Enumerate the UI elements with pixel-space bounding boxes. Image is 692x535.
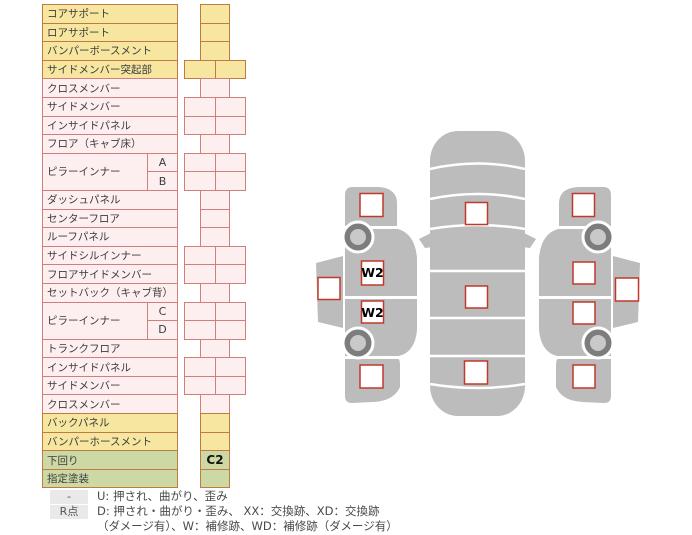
sub-label-a: A bbox=[147, 152, 178, 173]
table-row: ルーフパネル bbox=[42, 227, 248, 247]
marker-right-rear-door[interactable] bbox=[572, 301, 596, 325]
table-row: センターフロア bbox=[42, 208, 248, 229]
row-label: サイドメンバー bbox=[42, 96, 178, 117]
damage-cell-right[interactable] bbox=[214, 115, 246, 136]
pillar-inner-front-group: ピラーインナー A B bbox=[42, 152, 248, 191]
legend-badge-rpoint: R点 bbox=[50, 505, 88, 519]
table-row: コアサポート bbox=[42, 4, 248, 24]
row-label: ピラーインナー bbox=[42, 152, 148, 191]
damage-cell-right[interactable] bbox=[214, 375, 246, 396]
row-label: センターフロア bbox=[42, 208, 178, 229]
damage-table: コアサポート ロアサポート バンパーボースメント サイドメンバー突起部 クロスメ… bbox=[42, 4, 248, 489]
table-row: バックパネル bbox=[42, 413, 248, 433]
marker-right-front-door[interactable] bbox=[572, 261, 596, 285]
row-label: 指定塗装 bbox=[42, 468, 178, 489]
marker-left-flap[interactable] bbox=[317, 276, 341, 301]
table-row: クロスメンバー bbox=[42, 394, 248, 415]
marker-right-rear-fender[interactable] bbox=[572, 364, 596, 389]
legend-line-d2: （ダメージ有）、W：補修跡、WD：補修跡（ダメージ有） bbox=[97, 519, 398, 533]
table-row: バンパーホースメント bbox=[42, 431, 248, 452]
marker-trunk[interactable] bbox=[463, 360, 489, 385]
table-row: バンパーボースメント bbox=[42, 41, 248, 61]
table-row: インサイドパネル bbox=[42, 115, 248, 136]
row-label: サイドシルインナー bbox=[42, 245, 178, 266]
table-row: サイドメンバー bbox=[42, 375, 248, 396]
row-label: バックパネル bbox=[42, 413, 178, 433]
legend-line-u: U: 押され、曲がり、歪み bbox=[97, 489, 228, 503]
marker-right-flap[interactable] bbox=[614, 277, 640, 302]
damage-code-legend: - U: 押され、曲がり、歪み R点 D: 押され・曲がり・歪み、 XX：交換跡… bbox=[50, 489, 398, 534]
table-row: フロアサイドメンバー bbox=[42, 264, 248, 284]
row-label: バンパーボースメント bbox=[42, 41, 178, 61]
damage-cell-right[interactable] bbox=[214, 171, 246, 191]
table-row-underbody: 下回り C2 bbox=[42, 450, 248, 470]
table-row-paint: 指定塗装 bbox=[42, 468, 248, 489]
row-label: インサイドパネル bbox=[42, 115, 178, 136]
damage-code-w2-rear: W2 bbox=[361, 305, 384, 320]
sub-label-c: C bbox=[147, 301, 178, 322]
table-row: サイドメンバー bbox=[42, 96, 248, 117]
legend-line-d: D: 押され・曲がり・歪み、 XX：交換跡、XD：交換跡 bbox=[97, 504, 380, 518]
table-row: サイドシルインナー bbox=[42, 245, 248, 266]
row-label: バンパーホースメント bbox=[42, 431, 178, 452]
right-mirror bbox=[522, 232, 536, 248]
damage-code-w2-front: W2 bbox=[361, 265, 384, 280]
damage-cell-right[interactable] bbox=[214, 320, 246, 340]
damage-cell-underbody[interactable]: C2 bbox=[200, 450, 230, 470]
marker-left-front-door[interactable] bbox=[360, 260, 385, 286]
left-mirror bbox=[419, 232, 433, 248]
pillar-inner-rear-group: ピラーインナー C D bbox=[42, 301, 248, 340]
row-label: クロスメンバー bbox=[42, 78, 178, 98]
marker-right-front-fender[interactable] bbox=[571, 192, 596, 218]
damage-cell-right[interactable] bbox=[214, 264, 246, 284]
marker-left-rear-door[interactable] bbox=[360, 300, 385, 324]
damage-cell-right[interactable] bbox=[214, 59, 246, 80]
row-label: クロスメンバー bbox=[42, 394, 178, 415]
marker-left-rear-fender[interactable] bbox=[359, 364, 384, 389]
table-row: フロア（キャブ床） bbox=[42, 134, 248, 154]
row-label: ピラーインナー bbox=[42, 301, 148, 340]
legend-badge-dash: - bbox=[50, 490, 88, 504]
marker-roof[interactable] bbox=[464, 285, 489, 309]
damage-cell[interactable] bbox=[200, 468, 230, 489]
marker-hood[interactable] bbox=[464, 201, 489, 226]
table-row: サイドメンバー突起部 bbox=[42, 59, 248, 80]
row-label: サイドメンバー突起部 bbox=[42, 59, 178, 80]
car-top-view bbox=[419, 131, 536, 416]
row-label: フロアサイドメンバー bbox=[42, 264, 178, 284]
marker-left-front-fender[interactable] bbox=[359, 192, 384, 218]
row-label: フロア（キャブ床） bbox=[42, 134, 178, 154]
